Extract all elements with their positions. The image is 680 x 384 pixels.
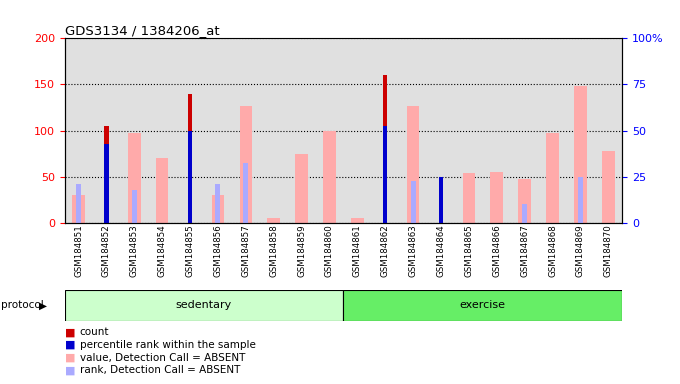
Text: GSM184852: GSM184852 xyxy=(102,224,111,277)
Bar xyxy=(351,218,364,223)
Bar xyxy=(132,190,137,223)
Text: GSM184859: GSM184859 xyxy=(297,224,306,277)
Bar xyxy=(72,195,85,223)
Bar xyxy=(383,126,388,223)
Bar xyxy=(295,154,308,223)
Text: exercise: exercise xyxy=(460,300,506,310)
Text: GSM184867: GSM184867 xyxy=(520,224,529,277)
Text: ▶: ▶ xyxy=(39,300,48,310)
Bar xyxy=(104,126,109,223)
Text: GSM184870: GSM184870 xyxy=(604,224,613,277)
Text: GSM184855: GSM184855 xyxy=(186,224,194,277)
Text: ■: ■ xyxy=(65,353,75,362)
Bar xyxy=(156,158,169,223)
Text: GDS3134 / 1384206_at: GDS3134 / 1384206_at xyxy=(65,24,219,37)
Text: value, Detection Call = ABSENT: value, Detection Call = ABSENT xyxy=(80,353,245,362)
Bar xyxy=(128,133,141,223)
Text: protocol: protocol xyxy=(1,300,44,310)
Text: sedentary: sedentary xyxy=(176,300,232,310)
Text: ■: ■ xyxy=(65,327,75,337)
Bar xyxy=(490,172,503,223)
Bar xyxy=(188,94,192,223)
Bar xyxy=(574,86,587,223)
Bar xyxy=(239,106,252,223)
Bar xyxy=(546,133,559,223)
Bar xyxy=(522,204,527,223)
Bar xyxy=(188,131,192,223)
Text: GSM184862: GSM184862 xyxy=(381,224,390,277)
Bar xyxy=(518,179,531,223)
Text: GSM184868: GSM184868 xyxy=(548,224,557,277)
Text: GSM184861: GSM184861 xyxy=(353,224,362,277)
Text: ■: ■ xyxy=(65,340,75,350)
Bar xyxy=(411,181,415,223)
Text: GSM184856: GSM184856 xyxy=(214,224,222,277)
Text: GSM184851: GSM184851 xyxy=(74,224,83,277)
Bar xyxy=(602,151,615,223)
Text: GSM184853: GSM184853 xyxy=(130,224,139,277)
Bar xyxy=(65,290,343,321)
Text: percentile rank within the sample: percentile rank within the sample xyxy=(80,340,256,350)
Text: GSM184857: GSM184857 xyxy=(241,224,250,277)
Bar xyxy=(383,75,388,223)
Bar xyxy=(578,177,583,223)
Text: GSM184869: GSM184869 xyxy=(576,224,585,277)
Bar xyxy=(407,106,420,223)
Bar xyxy=(243,163,248,223)
Bar xyxy=(343,290,622,321)
Text: GSM184866: GSM184866 xyxy=(492,224,501,277)
Bar xyxy=(104,144,109,223)
Text: GSM184860: GSM184860 xyxy=(325,224,334,277)
Bar xyxy=(216,184,220,223)
Bar xyxy=(267,218,280,223)
Bar xyxy=(76,184,81,223)
Text: GSM184864: GSM184864 xyxy=(437,224,445,277)
Text: GSM184863: GSM184863 xyxy=(409,224,418,277)
Bar xyxy=(323,131,336,223)
Text: GSM184854: GSM184854 xyxy=(158,224,167,277)
Bar xyxy=(439,177,443,223)
Bar xyxy=(439,177,443,223)
Text: GSM184858: GSM184858 xyxy=(269,224,278,277)
Text: rank, Detection Call = ABSENT: rank, Detection Call = ABSENT xyxy=(80,365,240,375)
Bar xyxy=(462,173,475,223)
Text: GSM184865: GSM184865 xyxy=(464,224,473,277)
Text: ■: ■ xyxy=(65,365,75,375)
Bar xyxy=(211,195,224,223)
Text: count: count xyxy=(80,327,109,337)
